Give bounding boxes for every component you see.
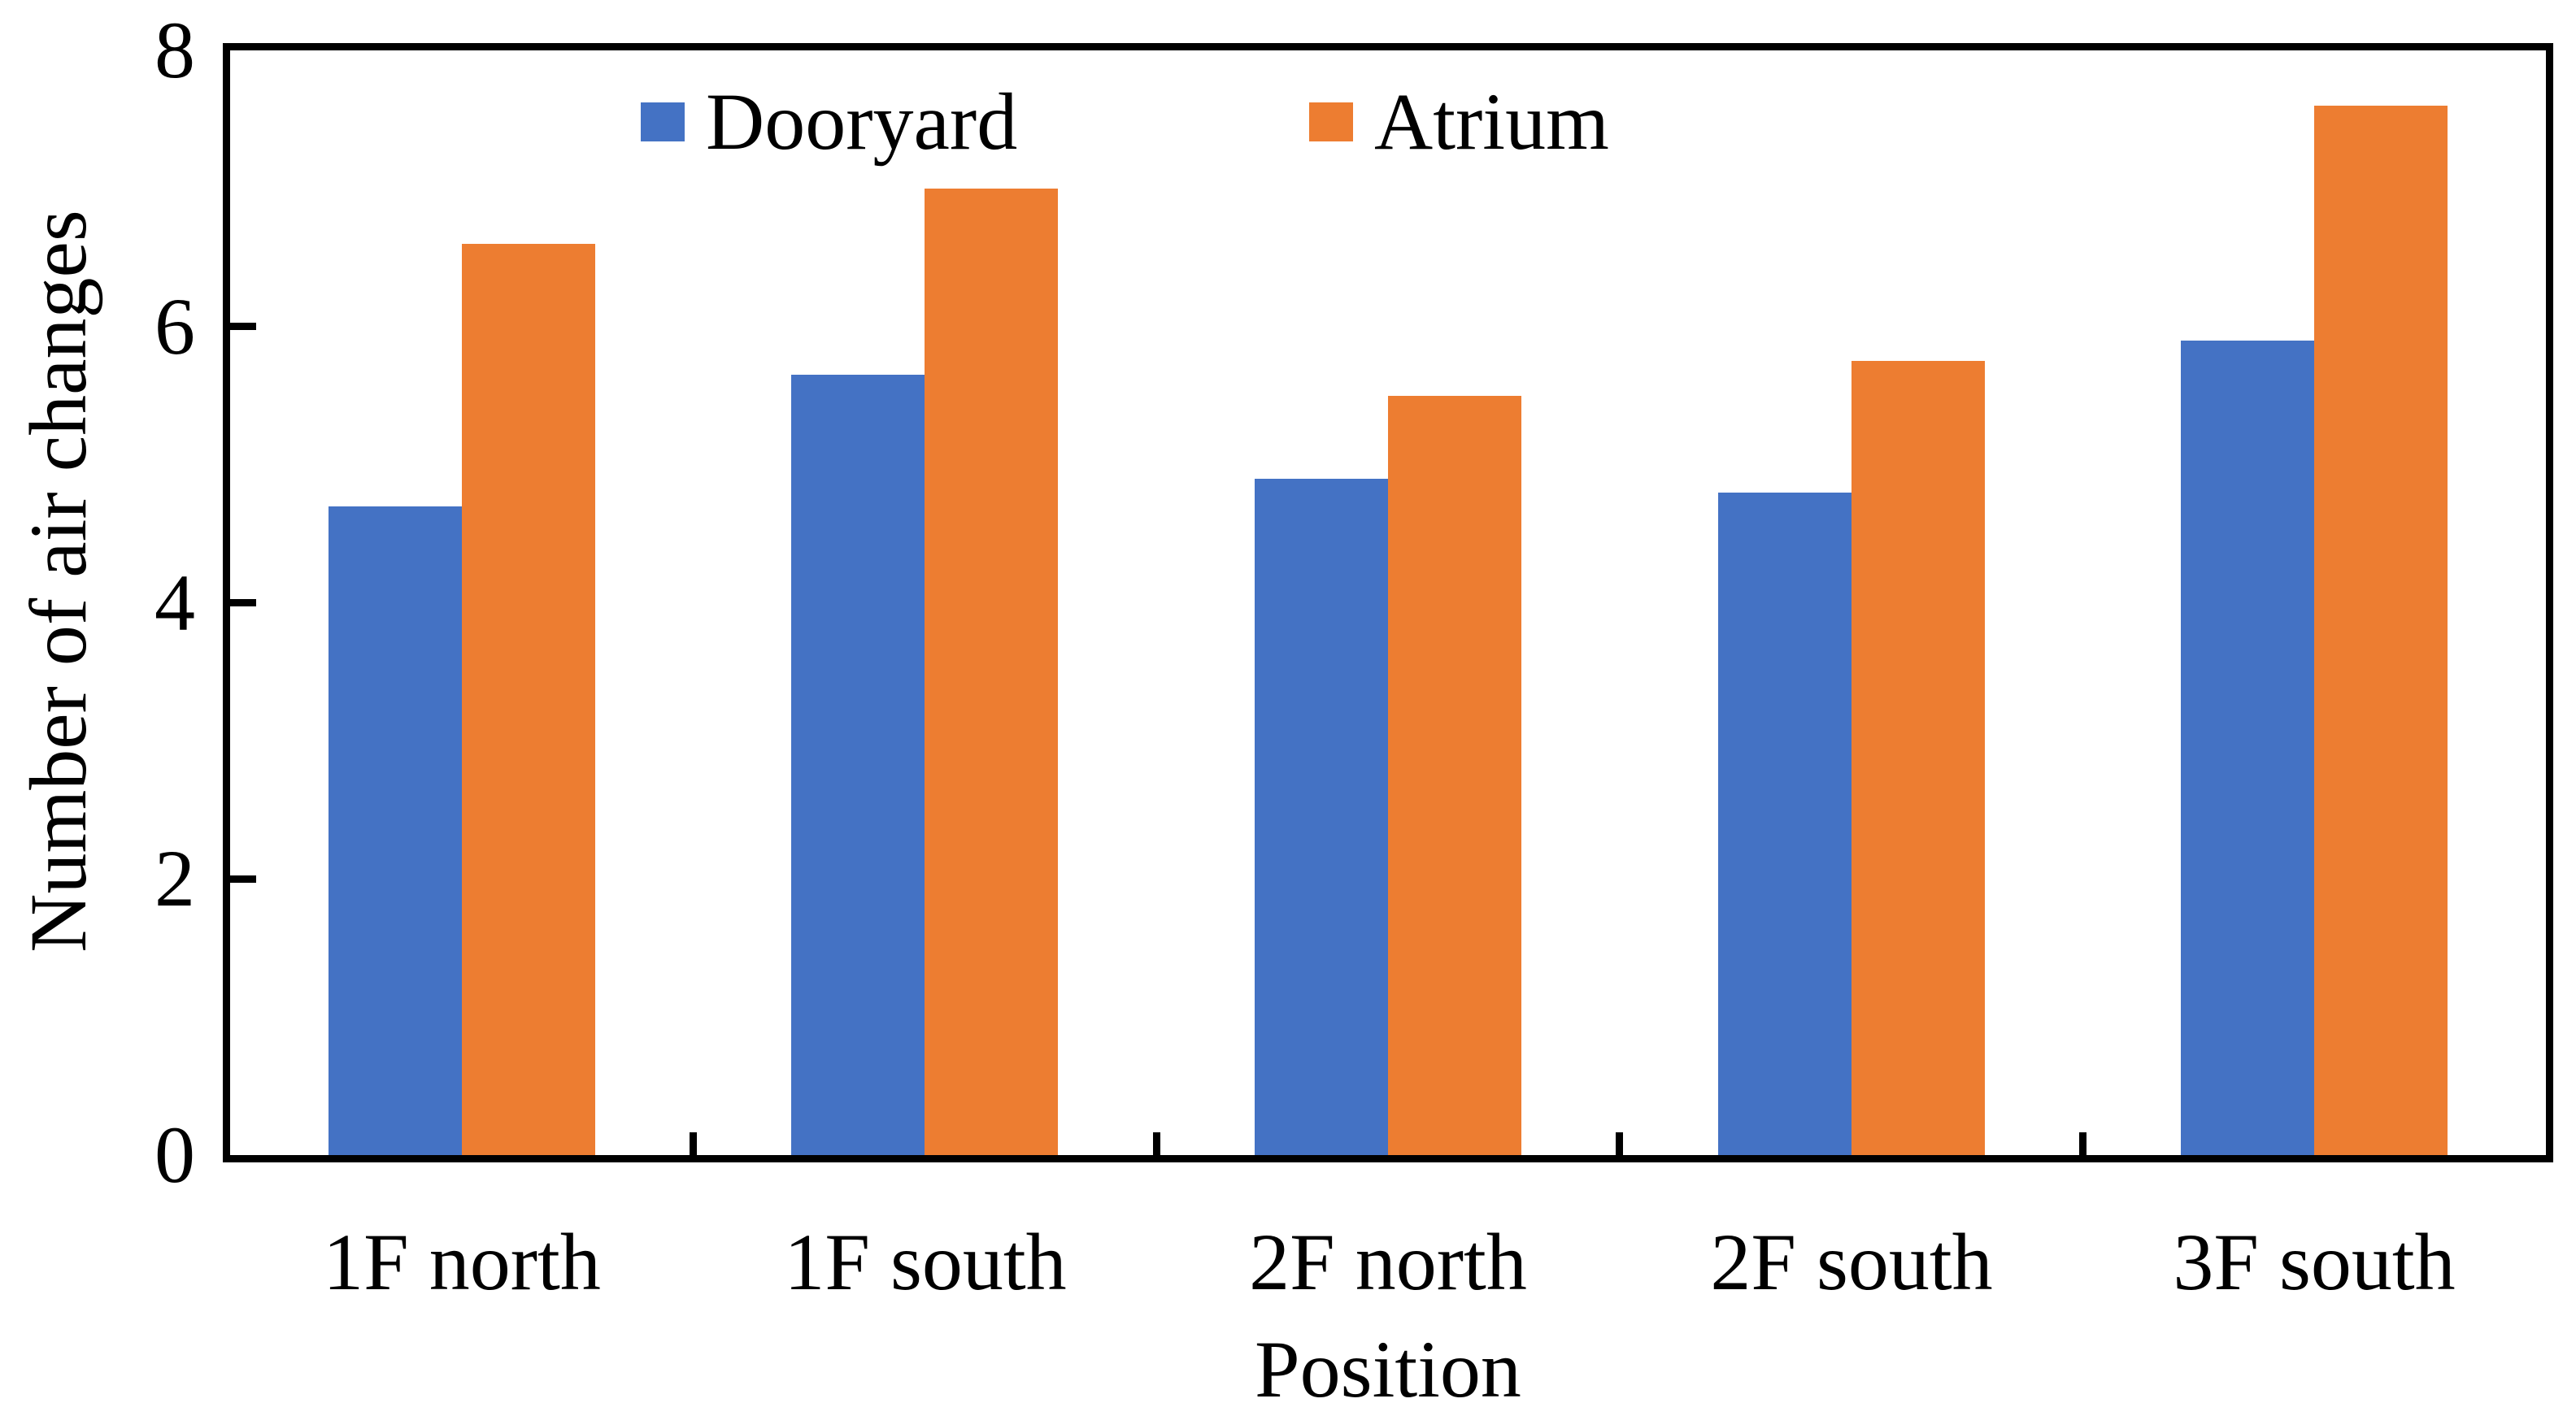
y-tick-label-8: 8 bbox=[154, 5, 195, 95]
bar-atrium-1f-north bbox=[462, 244, 595, 1155]
legend-item-atrium: Atrium bbox=[1309, 81, 1609, 163]
bar-dooryard-3f-south bbox=[2181, 341, 2314, 1155]
legend-item-dooryard: Dooryard bbox=[641, 81, 1017, 163]
x-axis-title: Position bbox=[1255, 1324, 1521, 1414]
x-axis-tick-3 bbox=[1616, 1132, 1623, 1155]
bar-dooryard-2f-south bbox=[1718, 493, 1852, 1155]
x-category-label-1f-south: 1F south bbox=[784, 1217, 1067, 1307]
x-axis-tick-1 bbox=[690, 1132, 697, 1155]
y-tick-label-0: 0 bbox=[154, 1110, 195, 1200]
bar-atrium-3f-south bbox=[2314, 106, 2448, 1155]
x-axis-tick-2 bbox=[1153, 1132, 1160, 1155]
y-tick-label-4: 4 bbox=[154, 558, 195, 648]
legend-label-dooryard: Dooryard bbox=[706, 76, 1018, 167]
bar-atrium-1f-south bbox=[925, 189, 1058, 1155]
bar-dooryard-1f-south bbox=[791, 375, 925, 1155]
x-category-label-1f-north: 1F north bbox=[323, 1217, 601, 1307]
legend-swatch-atrium-icon bbox=[1309, 102, 1353, 141]
bar-dooryard-2f-north bbox=[1255, 479, 1388, 1155]
y-tick-label-2: 2 bbox=[154, 833, 195, 923]
x-category-label-3f-south: 3F south bbox=[2173, 1217, 2456, 1307]
legend-label-atrium: Atrium bbox=[1374, 76, 1609, 167]
legend-swatch-dooryard-icon bbox=[641, 102, 685, 141]
y-tick-2 bbox=[230, 875, 256, 883]
bar-atrium-2f-north bbox=[1388, 396, 1521, 1155]
y-tick-4 bbox=[230, 599, 256, 606]
x-axis-tick-4 bbox=[2079, 1132, 2086, 1155]
x-category-label-2f-north: 2F north bbox=[1249, 1217, 1527, 1307]
bar-dooryard-1f-north bbox=[329, 506, 462, 1155]
x-category-label-2f-south: 2F south bbox=[1710, 1217, 1993, 1307]
y-tick-6 bbox=[230, 323, 256, 330]
y-tick-label-6: 6 bbox=[154, 281, 195, 371]
bar-atrium-2f-south bbox=[1852, 361, 1985, 1155]
